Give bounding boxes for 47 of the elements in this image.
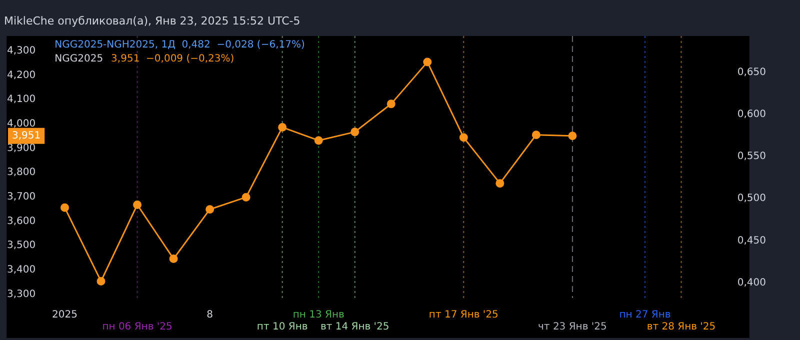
point (314, 136, 323, 145)
y-tick-label: 4,200 (6, 70, 36, 81)
y2-tick-label: 0,400 (737, 277, 766, 288)
y-tick-label: 3,700 (6, 192, 36, 203)
y-tick-label: 4,000 (6, 118, 36, 130)
y2-tick-label: 0,450 (737, 235, 766, 246)
y-tick-label: 3,400 (6, 264, 36, 276)
text: 3,951 (12, 130, 41, 142)
point (423, 58, 432, 66)
x-tick-label: вт 14 Янв '25 (320, 322, 390, 333)
point (96, 276, 106, 286)
point (242, 192, 250, 202)
point (206, 205, 214, 214)
x-tick-label: пн 06 Янв '25 (102, 322, 172, 333)
point (278, 123, 287, 132)
x-tick-label: вт 28 Янв '25 (646, 322, 716, 333)
text: NGG2025 (54, 54, 104, 65)
point (386, 100, 396, 108)
y-tick-label: 3,300 (6, 288, 36, 300)
x-tick-label: пн 13 Янв (292, 310, 344, 321)
y2-tick-label: 0,500 (737, 193, 766, 204)
point (496, 179, 504, 188)
x-tick-label: пт 17 Янв '25 (428, 310, 498, 321)
y-tick-label: 3,800 (6, 167, 36, 178)
y-tick-label: 3,500 (6, 240, 36, 252)
x-tick-label: чт 23 Янв '25 (538, 322, 607, 333)
y-tick-label: 4,300 (6, 45, 36, 56)
point (133, 200, 142, 209)
annotation: 3,951 −0,009 (−0,23%) (111, 54, 234, 65)
x-tick-label: пт 10 Янв (256, 322, 308, 333)
annotation: NGG2025-NGH2025, 1Д 0,482 −0,028 (−6,17%) (54, 40, 305, 51)
x-tick-label: 2025 (52, 310, 78, 321)
x-tick-label: пн 27 Янв (619, 310, 671, 321)
y-tick-label: 4,100 (6, 94, 36, 106)
point (60, 203, 70, 212)
x-tick-label: 8 (206, 310, 213, 321)
y2-tick-label: 0,550 (737, 151, 766, 162)
point (568, 132, 577, 140)
y2-tick-label: 0,600 (737, 108, 766, 120)
y-tick-label: 3,900 (6, 142, 36, 154)
y-tick-label: 3,600 (6, 216, 36, 227)
chart-title: MikleChe опубликовал(а), Янв 23, 2025 15:52 UTC-5 (4, 14, 300, 28)
point (459, 133, 468, 142)
point (169, 254, 178, 264)
point (350, 128, 360, 136)
point (532, 130, 540, 140)
y2-tick-label: 0,650 (737, 66, 766, 78)
